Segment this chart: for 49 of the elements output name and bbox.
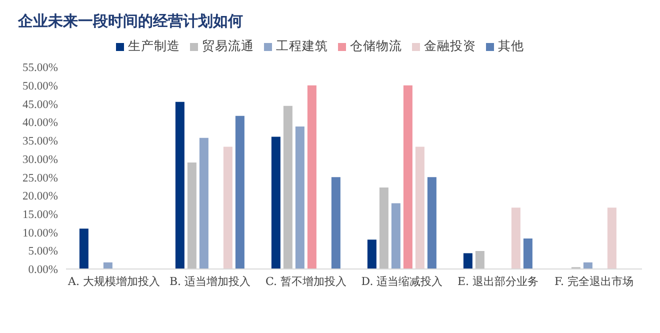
- legend-label: 工程建筑: [276, 38, 328, 53]
- bar: [379, 187, 388, 269]
- legend-label: 贸易流通: [202, 38, 254, 53]
- chart-title: 企业未来一段时间的经营计划如何: [18, 12, 243, 31]
- bar: [415, 146, 424, 269]
- bar: [331, 177, 340, 269]
- x-tick-label: E. 退出部分业务: [457, 274, 539, 288]
- bar: [427, 177, 436, 269]
- bar: [475, 251, 484, 269]
- bar: [199, 138, 208, 269]
- legend-label: 其他: [498, 38, 524, 53]
- bar: [583, 262, 592, 269]
- bar: [283, 106, 292, 269]
- y-tick-label: 55.00%: [22, 62, 58, 74]
- bar: [511, 208, 520, 269]
- bar: [367, 240, 376, 269]
- y-tick-label: 40.00%: [22, 117, 58, 130]
- legend-label: 金融投资: [424, 38, 476, 53]
- bar: [271, 136, 280, 269]
- y-tick-label: 50.00%: [22, 80, 58, 92]
- bar: [307, 85, 316, 269]
- bar: [295, 126, 304, 269]
- x-tick-label: B. 适当增加投入: [169, 274, 251, 288]
- legend-label: 仓储物流: [350, 38, 402, 53]
- x-tick-label: D. 适当缩减投入: [361, 274, 443, 288]
- bar: [403, 85, 412, 269]
- y-tick-label: 15.00%: [22, 208, 58, 221]
- y-tick-label: 20.00%: [22, 190, 58, 203]
- bar: [523, 238, 532, 269]
- bar: [103, 262, 112, 269]
- y-tick-label: 35.00%: [22, 136, 58, 148]
- x-tick-label: A. 大规模增加投入: [67, 274, 160, 288]
- y-tick-label: 45.00%: [22, 98, 58, 111]
- bar: [463, 253, 472, 269]
- y-tick-label: 10.00%: [22, 227, 58, 240]
- y-tick-label: 25.00%: [22, 172, 58, 184]
- x-tick-label: C. 暂不增加投入: [265, 274, 347, 288]
- bar: [235, 116, 244, 269]
- y-tick-label: 30.00%: [22, 154, 58, 166]
- bar: [391, 203, 400, 269]
- bar: [79, 228, 88, 269]
- bar: [175, 102, 184, 269]
- y-tick-label: 0.00%: [28, 264, 58, 276]
- legend-label: 生产制造: [128, 38, 180, 53]
- bar: [223, 146, 232, 269]
- bar: [187, 162, 196, 269]
- bar: [607, 208, 616, 269]
- x-tick-label: F. 完全退出市场: [554, 274, 634, 288]
- y-tick-label: 5.00%: [28, 246, 58, 258]
